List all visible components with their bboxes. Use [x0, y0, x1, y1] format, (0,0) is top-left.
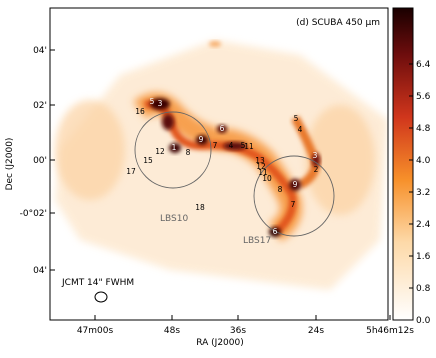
colorbar-tick-label: 4.8	[416, 124, 431, 134]
x-tick-label: 24s	[308, 326, 324, 336]
y-tick-label: -0°02'	[20, 209, 47, 219]
colorbar-tick-label: 1.6	[416, 252, 431, 262]
colorbar-tick-label: 3.2	[416, 188, 430, 198]
source-label: 6	[220, 124, 225, 133]
y-tick-label: 00'	[33, 156, 47, 166]
source-label: 13	[255, 156, 265, 165]
source-label: 11	[258, 168, 268, 177]
colorbar-tick-label: 2.4	[416, 220, 431, 230]
source-label: 18	[195, 203, 205, 212]
source-label: 8	[278, 185, 283, 194]
source-label: 5	[241, 141, 246, 150]
source-label: 9	[199, 135, 204, 144]
plot-frame	[49, 7, 389, 321]
source-label: 7	[213, 141, 218, 150]
source-label: 15	[143, 156, 153, 165]
colorbar-tick-label: 0.8	[416, 284, 431, 294]
emission-map	[55, 40, 388, 290]
region-circle	[253, 155, 335, 237]
source-label: 8	[186, 148, 191, 157]
x-axis-label: RA (J2000)	[196, 338, 244, 348]
colorbar-tick-label: 4.0	[416, 156, 431, 166]
y-tick-label: 02'	[33, 101, 47, 111]
source-label: 17	[126, 167, 136, 176]
y-tick-label: 04'	[33, 266, 47, 276]
colorbar-tick-label: 0.0	[416, 316, 431, 326]
source-label: 5	[150, 97, 155, 106]
source-label: 5	[294, 114, 299, 123]
panel-title: (d) SCUBA 450 μm	[296, 18, 380, 28]
x-tick-label: 36s	[230, 326, 246, 336]
y-tick-label: 04'	[33, 46, 47, 56]
y-axis-label: Dec (J2000)	[5, 138, 15, 191]
source-label: 2	[314, 165, 319, 174]
source-label: 12	[155, 147, 165, 156]
source-label: 10	[262, 174, 272, 183]
source-label: 6	[273, 227, 278, 236]
source-label: 7	[291, 200, 296, 209]
source-label: 12	[256, 162, 266, 171]
beam	[94, 291, 108, 303]
source-label: 3	[313, 151, 318, 160]
colorbar-tick-label: 5.6	[416, 92, 431, 102]
colorbar	[392, 7, 414, 321]
source-label: 3	[158, 99, 163, 108]
source-label: 1	[172, 143, 177, 152]
source-label: 16	[135, 107, 145, 116]
source-label: 4	[229, 141, 234, 150]
source-label: 9	[293, 180, 298, 189]
region-circle	[134, 111, 212, 189]
source-label: 11	[244, 142, 254, 151]
x-tick-label: 48s	[164, 326, 180, 336]
x-tick-label: 47m00s	[77, 326, 114, 336]
source-label: 4	[298, 125, 303, 134]
x-tick-label: 5h46m12s	[366, 326, 414, 336]
beam-label: JCMT 14" FWHM	[61, 278, 134, 288]
annotations: 47m00s 48s 36s 24s 5h46m12s 04' 02' 00' -0°02' 04…	[20, 46, 431, 336]
region-label: LBS17	[243, 236, 271, 246]
colorbar-tick-label: 6.4	[416, 60, 431, 70]
region-label: LBS10	[160, 214, 188, 224]
